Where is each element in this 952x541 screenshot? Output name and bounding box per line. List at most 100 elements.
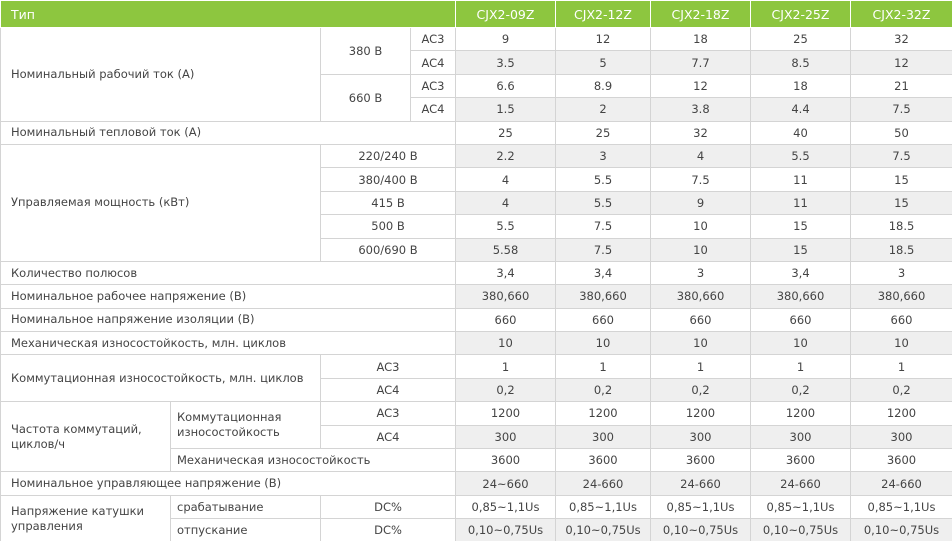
value-cell: 5 (555, 50, 651, 75)
value-cell: 0,10~0,75Us (750, 518, 851, 541)
value-cell: 40 (750, 120, 851, 145)
value-cell: 10 (850, 331, 952, 356)
value-cell: 0,10~0,75Us (850, 518, 952, 541)
value-cell: 8.5 (750, 50, 851, 75)
model-header: CJX2-25Z (750, 0, 851, 28)
header-row: Тип CJX2-09Z CJX2-12Z CJX2-18Z CJX2-25Z CJX2-… (0, 0, 952, 28)
value-cell: 2.2 (455, 143, 556, 169)
table-row: 600/690 В 5.58 7.5 10 15 18.5 (1, 237, 952, 262)
value-cell: 18.5 (850, 214, 952, 239)
value-cell: 5.5 (750, 143, 851, 169)
value-cell: 300 (850, 424, 952, 450)
value-cell: 1 (650, 354, 751, 379)
table-row: Коммутационная износостойкость, млн. цик… (0, 354, 952, 403)
value-cell: 3 (650, 260, 751, 286)
row-label: Номинальное управляющее напряжение (В) (0, 471, 456, 496)
value-cell: 3,4 (455, 260, 556, 286)
table-body: Номинальный рабочий ток (А) 380 В AC3 9 12 18… (0, 26, 952, 541)
row-label: Механическая износостойкость, млн. цикло… (0, 331, 456, 356)
value-cell: 3 (555, 143, 651, 169)
value-cell: 10 (650, 237, 751, 262)
value-cell: 24~660 (455, 471, 556, 496)
value-cell: 380,660 (650, 284, 751, 309)
value-cell: 0,85~1,1Us (850, 494, 952, 520)
row-label: AC4 (320, 424, 456, 450)
table-row: Механическая износостойкость 3600 3600 3600… (1, 448, 952, 473)
value-cell: 300 (455, 424, 556, 450)
row-label: 220/240 В (320, 143, 456, 169)
row-label: 380 В (320, 27, 411, 75)
value-cell: 0,85~1,1Us (750, 494, 851, 520)
value-cell: 24-660 (555, 471, 651, 496)
value-cell: 12 (650, 73, 751, 99)
value-cell: 5.58 (455, 237, 556, 262)
value-cell: 4 (455, 167, 556, 192)
value-cell: 0,10~0,75Us (650, 518, 751, 541)
model-header: CJX2-32Z (850, 0, 952, 28)
row-label: Коммутационная износостойкость (170, 401, 321, 450)
table-row: Номинальное напряжение изоляции (В) 660 66… (0, 307, 952, 333)
row-label: Частота коммутаций, циклов/ч (0, 401, 171, 473)
value-cell: 5.5 (455, 214, 556, 239)
value-cell: 1200 (555, 401, 651, 426)
value-cell: 1200 (650, 401, 751, 426)
value-cell: 7.5 (850, 143, 952, 169)
value-cell: 1.5 (455, 97, 556, 122)
row-label: 500 В (320, 214, 456, 239)
value-cell: 0,2 (650, 377, 751, 403)
value-cell: 300 (650, 424, 751, 450)
value-cell: 0,2 (455, 377, 556, 403)
row-label: Номинальный тепловой ток (А) (0, 120, 456, 145)
value-cell: 660 (650, 307, 751, 333)
value-cell: 32 (650, 120, 751, 145)
value-cell: 660 (850, 307, 952, 333)
table-row: 500 В 5.5 7.5 10 15 18.5 (1, 214, 952, 239)
value-cell: 3 (850, 260, 952, 286)
table-row: Частота коммутаций, циклов/ч Коммутационн… (0, 401, 952, 473)
value-cell: 660 (455, 307, 556, 333)
value-cell: 0,85~1,1Us (650, 494, 751, 520)
table-row: Управляемая мощность (кВт) 220/240 В 2.2 3 4… (0, 143, 952, 262)
value-cell: 3600 (850, 448, 952, 473)
value-cell: 24-660 (650, 471, 751, 496)
value-cell: 15 (850, 167, 952, 192)
value-cell: 4.4 (750, 97, 851, 122)
value-cell: 15 (850, 190, 952, 216)
value-cell: 5.5 (555, 190, 651, 216)
value-cell: 32 (850, 26, 952, 52)
value-cell: 3.8 (650, 97, 751, 122)
value-cell: 12 (555, 26, 651, 52)
value-cell: 11 (750, 190, 851, 216)
value-cell: 1 (455, 354, 556, 379)
value-cell: 21 (850, 73, 952, 99)
table-row: AC4 1.5 2 3.8 4.4 7.5 (1, 97, 952, 122)
row-label: DC% (320, 518, 456, 541)
value-cell: 3,4 (555, 260, 651, 286)
row-label: Механическая износостойкость (170, 448, 456, 473)
value-cell: 3600 (750, 448, 851, 473)
row-label: 380/400 В (320, 167, 456, 192)
value-cell: 0,10~0,75Us (555, 518, 651, 541)
value-cell: 8.9 (555, 73, 651, 99)
value-cell: 7.5 (555, 237, 651, 262)
value-cell: 7.5 (555, 214, 651, 239)
value-cell: 18.5 (850, 237, 952, 262)
row-label: 660 В (320, 73, 411, 122)
value-cell: 10 (555, 331, 651, 356)
value-cell: 11 (750, 167, 851, 192)
table-row: Номинальное рабочее напряжение (В) 380,66… (0, 284, 952, 309)
row-label: отпускание (170, 518, 321, 541)
value-cell: 9 (650, 190, 751, 216)
row-label: AC3 (410, 26, 456, 52)
table-row: Номинальный тепловой ток (А) 25 25 32 40 50 (0, 120, 952, 145)
value-cell: 0,2 (850, 377, 952, 403)
row-label: Управляемая мощность (кВт) (0, 143, 321, 262)
table-row: Номинальное управляющее напряжение (В) 24… (0, 471, 952, 496)
value-cell: 1 (850, 354, 952, 379)
row-label: AC3 (320, 401, 456, 426)
value-cell: 3.5 (455, 50, 556, 75)
row-label: AC4 (410, 97, 456, 122)
value-cell: 0,85~1,1Us (455, 494, 556, 520)
row-label: AC4 (410, 50, 456, 75)
